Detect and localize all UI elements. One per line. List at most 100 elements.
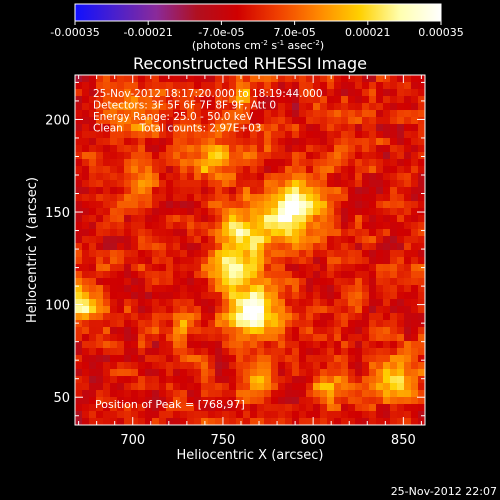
heatmap-cell (166, 152, 173, 159)
heatmap-cell (166, 313, 173, 320)
heatmap-cell (299, 250, 306, 257)
heatmap-cell (271, 362, 278, 369)
heatmap-cell (82, 117, 89, 124)
heatmap-cell (103, 264, 110, 271)
heatmap-cell (243, 292, 250, 299)
heatmap-cell (397, 369, 404, 376)
heatmap-cell (348, 257, 355, 264)
heatmap-cell (208, 201, 215, 208)
heatmap-cell (292, 243, 299, 250)
heatmap-cell (180, 404, 187, 411)
heatmap-cell (145, 96, 152, 103)
heatmap-cell (376, 89, 383, 96)
heatmap-cell (208, 229, 215, 236)
heatmap-cell (257, 145, 264, 152)
heatmap-cell (243, 138, 250, 145)
heatmap-cell (124, 362, 131, 369)
heatmap-cell (243, 369, 250, 376)
heatmap-cell (334, 201, 341, 208)
heatmap-cell (173, 362, 180, 369)
heatmap-cell (166, 306, 173, 313)
heatmap-cell (320, 208, 327, 215)
heatmap-cell (152, 250, 159, 257)
heatmap-cell (75, 292, 82, 299)
heatmap-cell (292, 355, 299, 362)
heatmap-cell (110, 222, 117, 229)
heatmap-cell (208, 194, 215, 201)
heatmap-cell (145, 222, 152, 229)
heatmap-cell (82, 152, 89, 159)
heatmap-cell (159, 278, 166, 285)
heatmap-cell (376, 250, 383, 257)
heatmap-cell (397, 334, 404, 341)
heatmap-cell (362, 313, 369, 320)
heatmap-cell (362, 110, 369, 117)
heatmap-cell (341, 208, 348, 215)
heatmap-cell (187, 257, 194, 264)
heatmap-cell (397, 103, 404, 110)
heatmap-cell (131, 96, 138, 103)
heatmap-cell (173, 369, 180, 376)
heatmap-cell (369, 229, 376, 236)
heatmap-cell (404, 145, 411, 152)
heatmap-cell (138, 138, 145, 145)
heatmap-cell (215, 180, 222, 187)
heatmap-cell (362, 173, 369, 180)
heatmap-cell (362, 152, 369, 159)
heatmap-cell (278, 96, 285, 103)
heatmap-cell (285, 278, 292, 285)
heatmap-cell (194, 138, 201, 145)
heatmap-cell (369, 348, 376, 355)
heatmap-cell (313, 145, 320, 152)
heatmap-cell (250, 320, 257, 327)
heatmap-cell (418, 201, 425, 208)
heatmap-cell (75, 103, 82, 110)
heatmap-cell (131, 383, 138, 390)
heatmap-cell (75, 250, 82, 257)
heatmap-cell (82, 222, 89, 229)
heatmap-cell (327, 313, 334, 320)
heatmap-cell (341, 82, 348, 89)
heatmap-cell (201, 236, 208, 243)
heatmap-cell (250, 215, 257, 222)
heatmap-cell (250, 89, 257, 96)
heatmap-cell (383, 145, 390, 152)
heatmap-cell (124, 334, 131, 341)
heatmap-cell (376, 229, 383, 236)
heatmap-cell (229, 201, 236, 208)
heatmap-cell (334, 208, 341, 215)
heatmap-cell (152, 166, 159, 173)
heatmap-cell (201, 404, 208, 411)
heatmap-cell (376, 215, 383, 222)
heatmap-cell (159, 306, 166, 313)
heatmap-cell (208, 376, 215, 383)
heatmap-cell (222, 418, 229, 425)
heatmap-cell (194, 89, 201, 96)
heatmap-cell (348, 250, 355, 257)
heatmap-cell (334, 110, 341, 117)
heatmap-cell (222, 271, 229, 278)
heatmap-cell (292, 278, 299, 285)
heatmap-cell (96, 383, 103, 390)
heatmap-cell (390, 320, 397, 327)
heatmap-cell (341, 299, 348, 306)
heatmap-cell (187, 159, 194, 166)
heatmap-cell (187, 334, 194, 341)
heatmap-cell (313, 229, 320, 236)
heatmap-cell (306, 131, 313, 138)
heatmap-cell (166, 250, 173, 257)
heatmap-cell (341, 194, 348, 201)
heatmap-cell (320, 124, 327, 131)
heatmap-cell (278, 271, 285, 278)
heatmap-cell (124, 278, 131, 285)
heatmap-cell (138, 285, 145, 292)
heatmap-cell (208, 208, 215, 215)
heatmap-cell (229, 278, 236, 285)
heatmap-cell (285, 208, 292, 215)
colorbar-tick-label: -0.00021 (123, 26, 172, 39)
heatmap-cell (257, 243, 264, 250)
heatmap-cell (82, 236, 89, 243)
heatmap-cell (418, 313, 425, 320)
heatmap-cell (250, 103, 257, 110)
heatmap-cell (369, 306, 376, 313)
